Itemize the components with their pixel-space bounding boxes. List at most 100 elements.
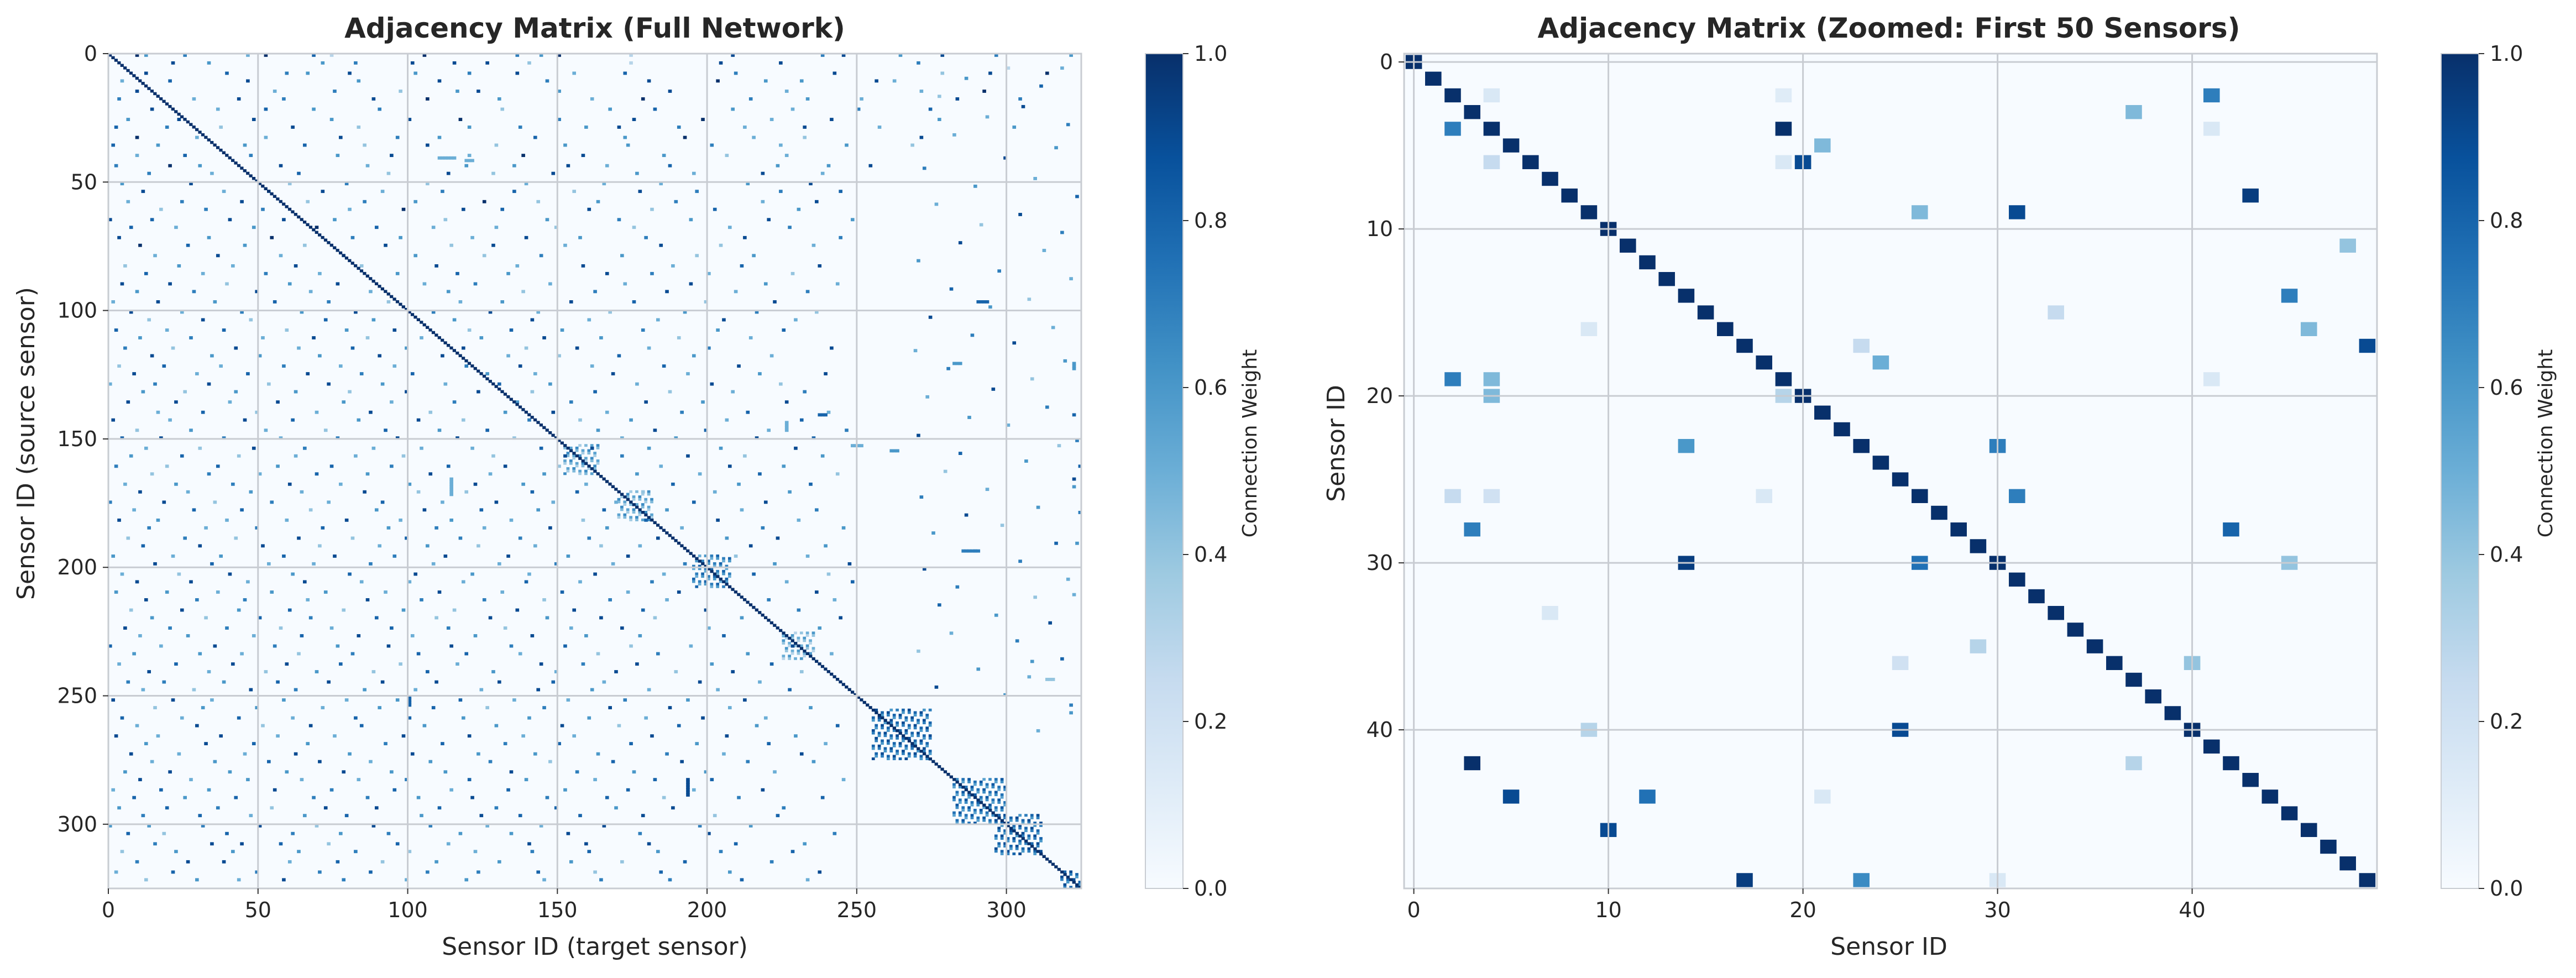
- cluster-cell: [887, 711, 890, 714]
- diagonal-cell: [704, 564, 708, 568]
- connection-cell: [323, 318, 328, 322]
- connection-cell: [794, 734, 798, 738]
- connection-cell: [344, 698, 349, 702]
- connection-cell: [449, 488, 453, 491]
- cluster-cell: [994, 808, 998, 812]
- cluster-cell: [904, 744, 908, 747]
- cluster-cell: [925, 757, 929, 760]
- diagonal-cell: [782, 631, 786, 635]
- cluster-cell: [566, 454, 570, 457]
- diagonal-cell: [824, 667, 828, 671]
- diagonal-cell: [632, 503, 636, 506]
- connection-cell: [713, 490, 717, 494]
- connection-cell: [737, 364, 741, 368]
- connection-cell: [707, 831, 711, 835]
- connection-cell: [153, 842, 157, 846]
- connection-cell: [416, 652, 421, 656]
- cluster-cell: [623, 516, 627, 519]
- y-tick-label: 20: [1366, 384, 1393, 408]
- connection-cell: [515, 264, 520, 268]
- cluster-cell: [889, 750, 893, 753]
- connection-cell: [264, 271, 268, 275]
- connection-cell: [596, 752, 600, 756]
- connection-cell: [1066, 123, 1070, 127]
- connection-cell: [839, 236, 842, 239]
- cluster-cell: [928, 752, 932, 755]
- cluster-cell: [727, 559, 731, 563]
- connection-cell: [677, 724, 681, 728]
- connection-cell: [329, 118, 334, 121]
- cluster-cell: [881, 752, 884, 755]
- cluster-cell: [1060, 875, 1064, 878]
- connection-cell: [737, 482, 741, 486]
- connection-cell: [240, 310, 244, 314]
- connection-cell: [237, 716, 241, 720]
- connection-cell: [542, 472, 546, 476]
- cluster-cell: [805, 644, 809, 647]
- connection-cell: [769, 118, 774, 121]
- connection-cell: [243, 752, 247, 756]
- cluster-cell: [788, 655, 792, 658]
- cluster-cell: [988, 803, 992, 807]
- connection-cell: [692, 500, 696, 504]
- connection-cell: [386, 644, 391, 648]
- connection-cell: [743, 698, 747, 702]
- connection-cell: [123, 346, 127, 350]
- diagonal-cell: [276, 197, 280, 201]
- connection-cell: [919, 495, 924, 499]
- connection-cell: [656, 318, 660, 322]
- diagonal-cell: [845, 685, 849, 689]
- connection-cell: [405, 536, 409, 540]
- connection-cell: [773, 562, 777, 566]
- connection-cell: [374, 508, 379, 512]
- connection-cell: [477, 544, 480, 548]
- connection-cell: [357, 418, 361, 422]
- connection-cell: [455, 436, 459, 440]
- cluster-cell: [578, 472, 582, 475]
- connection-cell: [809, 182, 813, 186]
- connection-cell: [354, 454, 358, 458]
- connection-cell: [150, 107, 154, 111]
- cluster-cell: [593, 464, 597, 468]
- connection-cell: [240, 508, 244, 512]
- connection-cell: [428, 472, 433, 476]
- connection-cell: [261, 724, 265, 728]
- cluster-cell: [1009, 816, 1013, 819]
- connection-cell: [626, 590, 630, 594]
- connection-cell: [563, 243, 567, 247]
- connection-cell: [494, 724, 499, 728]
- diagonal-cell: [970, 793, 974, 797]
- diagonal-cell: [575, 454, 579, 458]
- cluster-cell: [973, 783, 977, 786]
- connection-cell: [782, 806, 786, 810]
- connection-cell: [458, 536, 463, 540]
- connection-cell: [563, 454, 567, 458]
- diagonal-cell: [755, 608, 758, 612]
- connection-cell: [662, 796, 666, 799]
- connection-cell: [539, 446, 543, 450]
- connection-cell: [390, 626, 394, 630]
- connection-cell: [515, 71, 520, 75]
- connection-cell: [189, 580, 193, 584]
- connection-cell: [449, 493, 453, 496]
- diagonal-cell: [357, 266, 360, 270]
- connection-cell: [344, 182, 349, 186]
- connection-cell: [434, 860, 438, 864]
- diagonal-cell: [1003, 822, 1007, 825]
- diagonal-cell: [1042, 855, 1046, 859]
- connection-cell: [359, 580, 364, 584]
- cluster-cell: [871, 729, 875, 732]
- connection-cell: [156, 143, 160, 147]
- connection-cell: [455, 271, 459, 275]
- diagonal-cell: [638, 508, 642, 511]
- connection-cell: [390, 464, 394, 468]
- cluster-cell: [922, 747, 926, 750]
- connection-cell: [533, 135, 537, 139]
- connection-cell: [363, 688, 366, 692]
- cluster-cell: [898, 744, 902, 747]
- connection-cell: [228, 218, 232, 222]
- cluster-cell: [881, 711, 884, 714]
- connection-cell: [668, 878, 672, 882]
- diagonal-cell: [180, 115, 184, 118]
